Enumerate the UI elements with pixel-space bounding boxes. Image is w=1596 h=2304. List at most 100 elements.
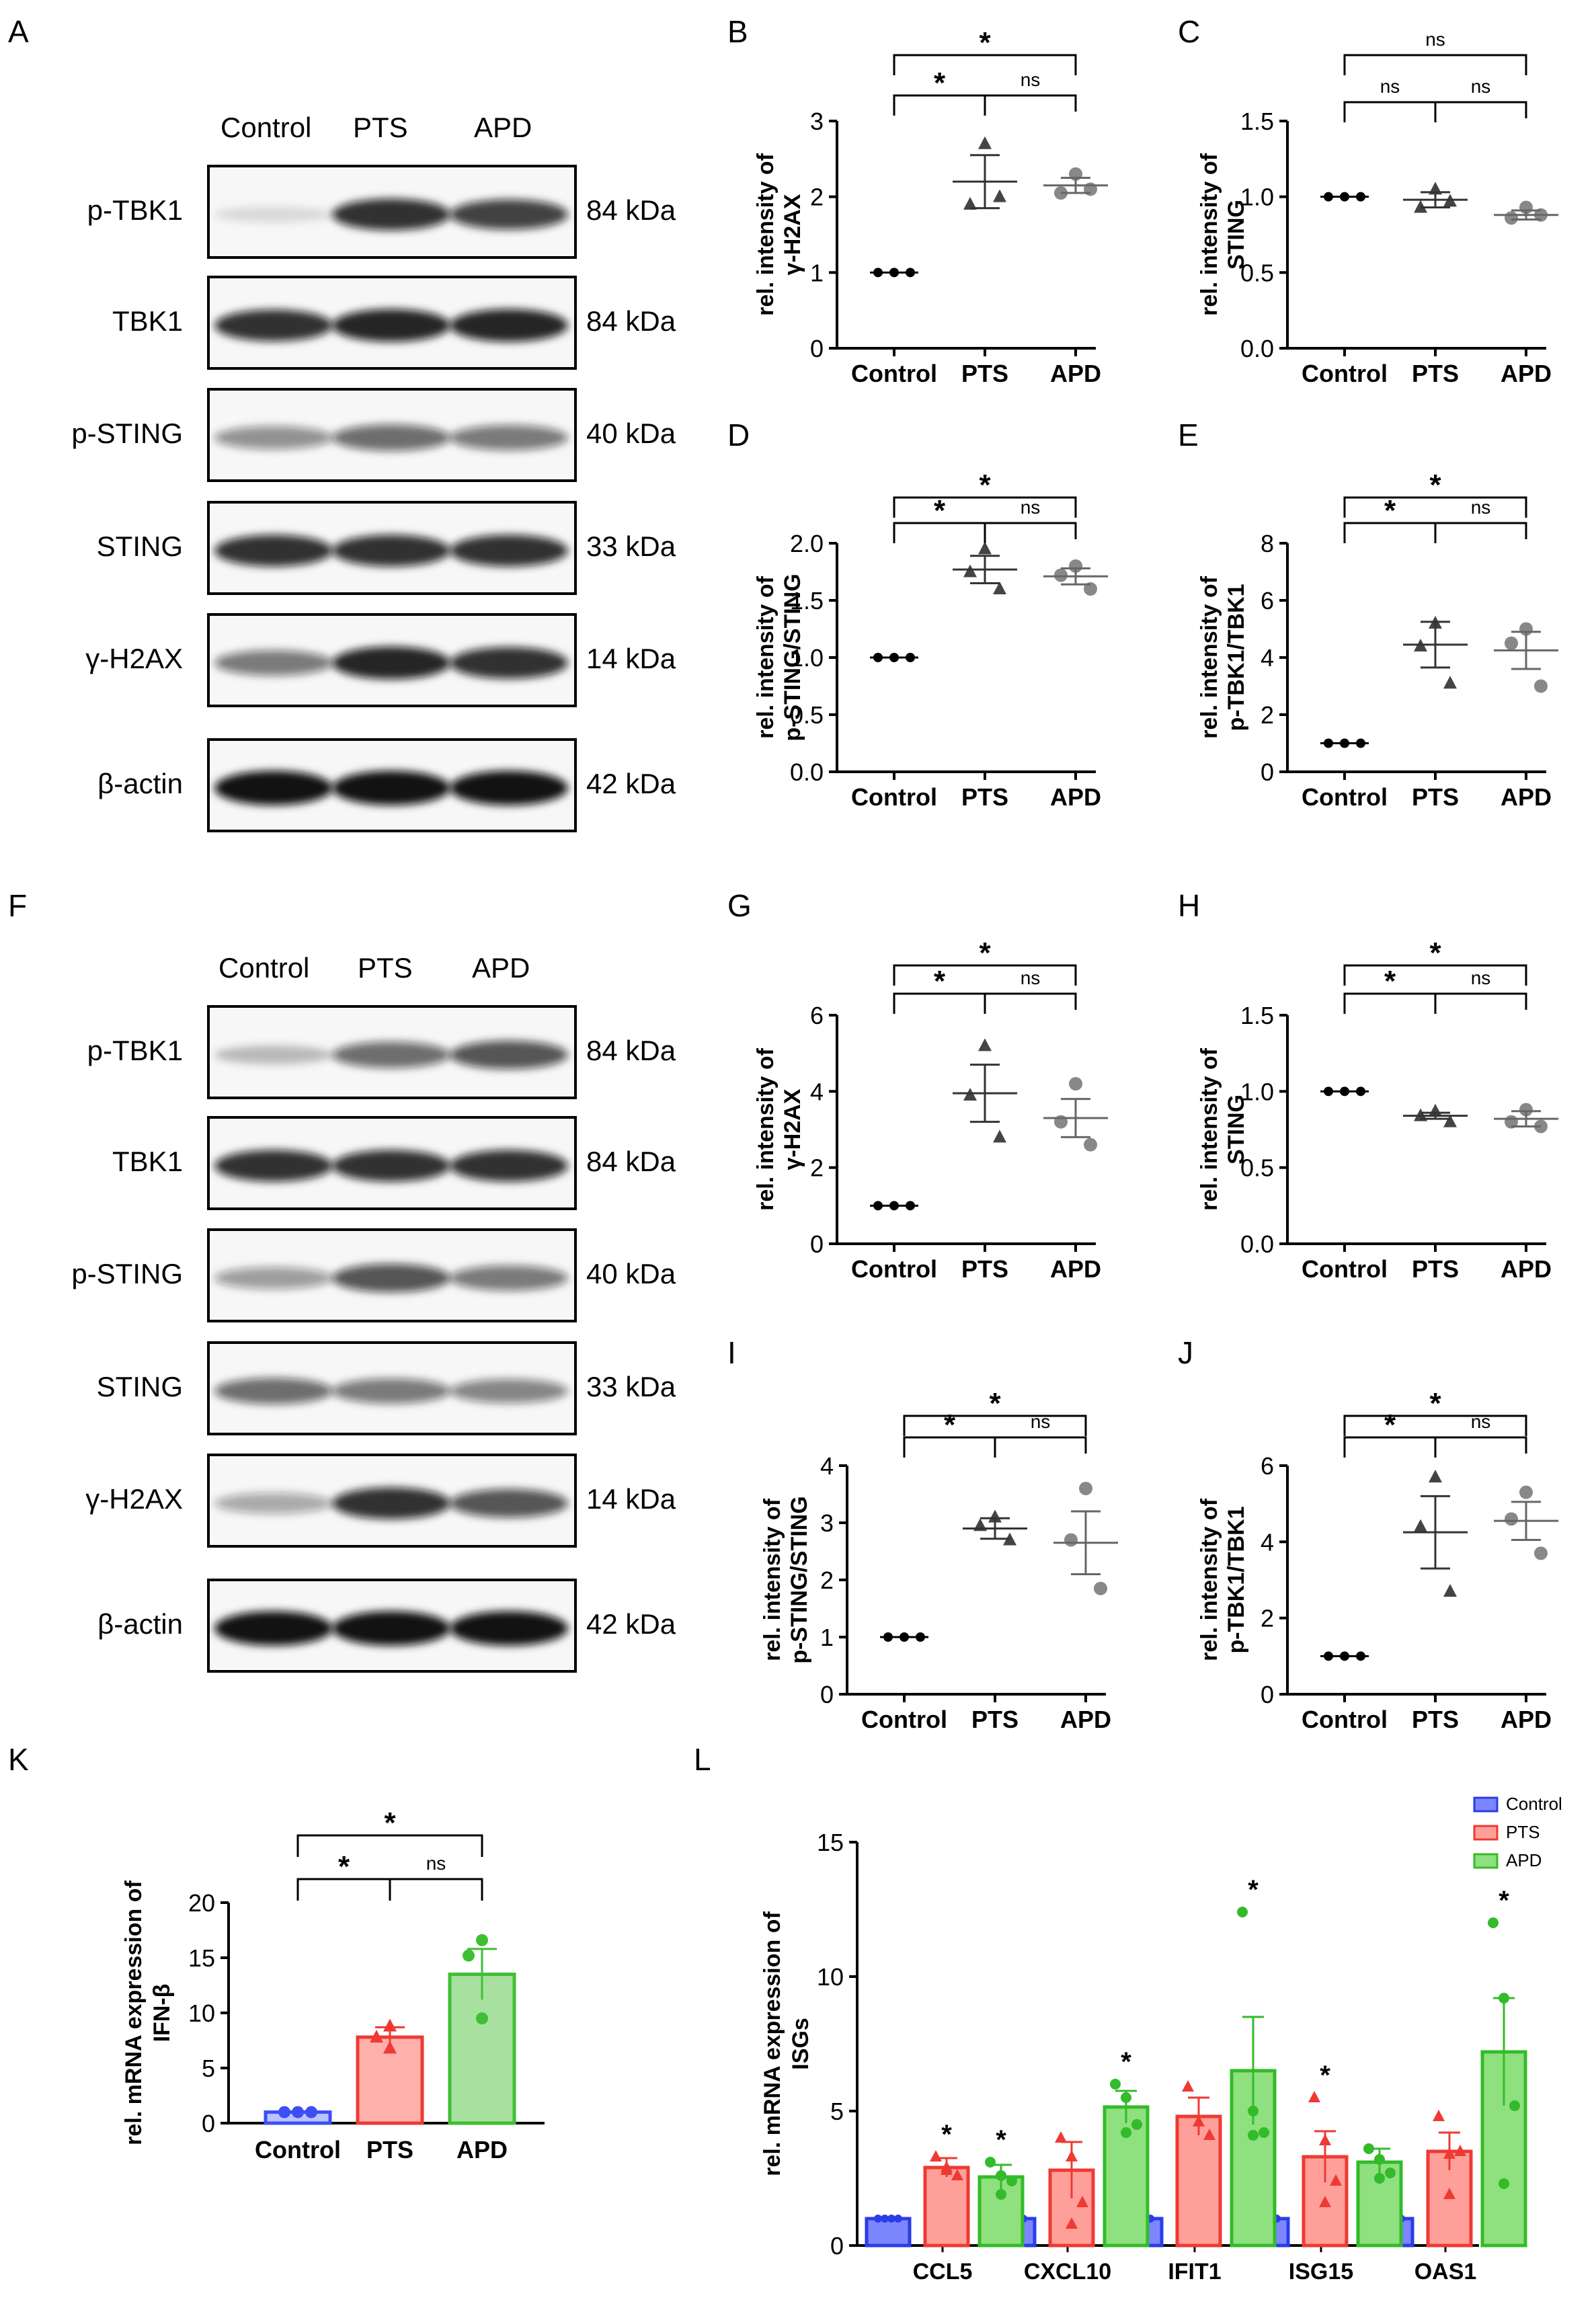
significance-star: * xyxy=(1429,1387,1441,1420)
y-axis-label: rel. intensity of xyxy=(1197,153,1222,315)
chart-e: 0 2 4 6 8 rel. intensity of p-TBK1/TBK1 Control… xyxy=(1197,469,1558,811)
protein-label: p-STING xyxy=(71,1258,183,1289)
x-tick-label: APD xyxy=(1050,360,1101,387)
data-point xyxy=(988,1509,1002,1523)
y-tick-label: 1.0 xyxy=(1240,184,1274,211)
y-tick-label: 1.5 xyxy=(1240,108,1274,135)
x-tick-label: PTS xyxy=(971,1706,1019,1733)
x-tick-label: ISG15 xyxy=(1289,2259,1353,2285)
blot-strip xyxy=(207,388,577,482)
x-tick-label: Control xyxy=(851,1255,937,1283)
band xyxy=(214,770,333,805)
chart-i: 0 1 2 3 4 rel. intensity of p-STING/STING Contr… xyxy=(760,1387,1118,1733)
significance-bracket xyxy=(1343,54,1527,75)
data-point xyxy=(1079,1482,1092,1495)
protein-label: β-actin xyxy=(97,1608,183,1640)
data-point xyxy=(1443,2147,1455,2159)
band xyxy=(450,425,568,450)
data-point xyxy=(1519,1485,1533,1499)
significance-star: * xyxy=(1499,1886,1509,1915)
lane-label-control: Control xyxy=(218,952,310,984)
blot-bands xyxy=(214,424,568,451)
x-tick-label: Control xyxy=(1302,360,1388,387)
kda-label: 40 kDa xyxy=(586,1258,676,1289)
significance-bracket xyxy=(893,964,1077,986)
kda-label: 33 kDa xyxy=(586,1371,676,1402)
data-point xyxy=(1443,2188,1455,2199)
chart-k: 0 5 10 15 20 rel. mRNA expression of IFN-β Cont… xyxy=(121,1806,545,2163)
blot-strip xyxy=(207,1228,577,1322)
y-tick-label: 15 xyxy=(817,1829,844,1856)
x-tick-label: OAS1 xyxy=(1414,2259,1477,2285)
data-point xyxy=(1066,2150,1078,2161)
blot-rows: p-TBK1 84 kDa TBK1 84 kDa p-STING 40 kDa STING… xyxy=(0,1005,713,1704)
significance-bracket xyxy=(994,1436,1087,1454)
data-point xyxy=(993,582,1006,594)
chart-j: 0 2 4 6 rel. intensity of p-TBK1/TBK1 Control P… xyxy=(1197,1387,1558,1733)
data-point xyxy=(1259,2127,1269,2138)
y-tick-label: 2 xyxy=(810,1154,824,1182)
y-tick-label: 1.0 xyxy=(790,644,824,672)
panel-label-f: F xyxy=(8,888,28,923)
x-tick-label: APD xyxy=(456,2136,508,2163)
y-tick-label: 1.5 xyxy=(790,587,824,614)
band xyxy=(332,1611,450,1646)
data-point xyxy=(1121,2092,1131,2103)
band xyxy=(450,534,568,567)
data-point xyxy=(1505,211,1518,225)
blot-strip xyxy=(207,1454,577,1548)
y-tick-label: 1.5 xyxy=(1240,1002,1274,1029)
blot-bands xyxy=(214,198,568,231)
y-tick-label: 0 xyxy=(1261,1681,1274,1708)
blot-strip xyxy=(207,501,577,595)
data-point xyxy=(1084,582,1097,596)
data-point xyxy=(978,136,992,149)
significance-bracket xyxy=(984,94,1077,112)
significance-star: * xyxy=(979,469,991,502)
y-tick-label: 4 xyxy=(820,1452,834,1480)
significance-bracket xyxy=(1434,1436,1527,1454)
blot-strip xyxy=(207,1341,577,1435)
significance-star: * xyxy=(1384,1408,1396,1441)
data-point xyxy=(476,2012,488,2025)
band xyxy=(450,1379,568,1403)
chart-c: 0.0 0.5 1.0 1.5 rel. intensity of STING Contro… xyxy=(1197,29,1558,387)
protein-label: p-TBK1 xyxy=(87,1035,183,1066)
panel-label-b: B xyxy=(727,14,748,49)
blot-rows: p-TBK1 84 kDa TBK1 84 kDa p-STING 40 kDa STING… xyxy=(0,165,713,837)
legend-label: PTS xyxy=(1506,1822,1540,1842)
significance-ns: ns xyxy=(426,1853,446,1874)
blot-strip xyxy=(207,1579,577,1673)
y-tick-label: 0 xyxy=(202,2110,215,2137)
significance-ns: ns xyxy=(1380,76,1400,97)
panel-label-a: A xyxy=(8,14,29,49)
significance-bracket xyxy=(893,54,1077,75)
data-point xyxy=(1319,2134,1331,2145)
data-point xyxy=(1374,2173,1385,2184)
x-tick-label: APD xyxy=(1501,783,1552,811)
significance-star: * xyxy=(1248,1875,1259,1905)
x-tick-label: CCL5 xyxy=(913,2259,973,2285)
data-point xyxy=(951,2169,963,2180)
blot-bands xyxy=(214,534,568,567)
significance-star: * xyxy=(934,67,946,100)
data-point xyxy=(370,2030,383,2043)
x-tick-label: PTS xyxy=(961,1255,1008,1283)
panel-label-j: J xyxy=(1178,1335,1193,1370)
y-tick-label: 1.0 xyxy=(1240,1078,1274,1105)
data-point xyxy=(1414,1519,1427,1532)
y-tick-label: 2 xyxy=(810,184,824,211)
band xyxy=(450,647,568,679)
y-tick-label: 0.0 xyxy=(790,758,824,786)
x-tick-label: PTS xyxy=(1412,360,1459,387)
data-point xyxy=(1066,2217,1078,2229)
y-axis-label: STING xyxy=(1224,1095,1249,1164)
blot-strip xyxy=(207,1005,577,1099)
y-tick-label: 8 xyxy=(1261,530,1274,557)
data-point xyxy=(1006,2176,1017,2186)
y-tick-label: 1 xyxy=(820,1624,834,1651)
data-point xyxy=(996,2189,1006,2200)
y-tick-label: 0.0 xyxy=(1240,1230,1274,1258)
y-tick-label: 0.5 xyxy=(790,701,824,729)
data-point xyxy=(1076,2196,1088,2207)
